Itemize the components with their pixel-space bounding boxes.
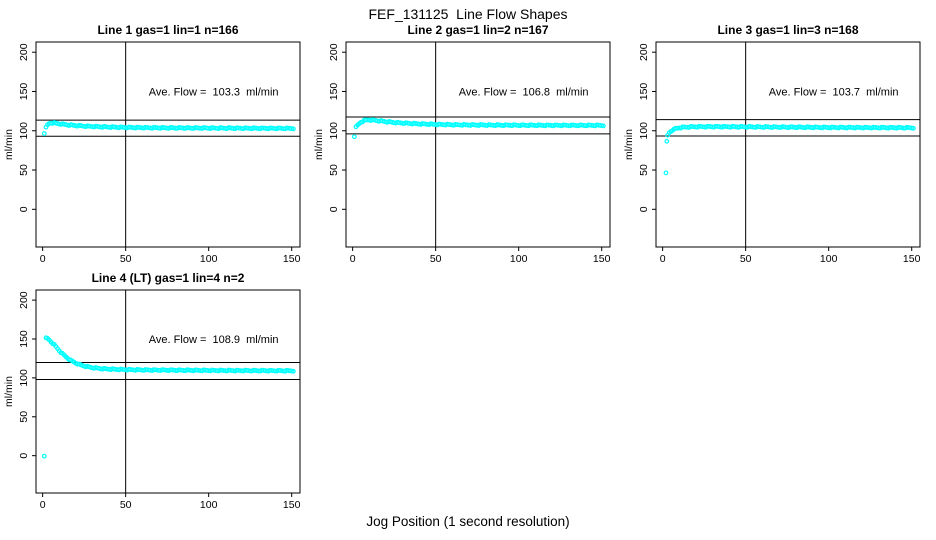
y-axis-label: ml/min xyxy=(3,376,15,407)
data-point xyxy=(41,131,47,136)
x-tick-label: 50 xyxy=(120,253,132,265)
chart-line-3: 0 50 100 150 0 50 100 150 200 ml/min Line 3 gas=1 … xyxy=(623,23,921,265)
panel-title: Line 4 (LT) gas=1 lin=4 n=2 xyxy=(92,271,245,285)
y-axis-label: ml/min xyxy=(313,129,325,160)
y-tick-label: 50 xyxy=(18,164,30,176)
y-tick-label: 200 xyxy=(328,43,340,61)
y-tick-label: 200 xyxy=(18,291,30,309)
ave-flow-annotation: Ave. Flow = 103.7 ml/min xyxy=(769,86,899,98)
data-point xyxy=(600,123,606,129)
chart-line-2: 0 50 100 150 0 50 100 150 200 ml/min Line 2 gas=1 … xyxy=(313,23,611,265)
y-tick-label: 100 xyxy=(328,122,340,140)
data-point xyxy=(290,126,296,132)
y-tick-label: 100 xyxy=(18,122,30,140)
plot-box xyxy=(655,41,921,248)
y-tick-label: 0 xyxy=(328,206,340,212)
y-axis-label: ml/min xyxy=(623,129,635,160)
chart-line-1: 0 50 100 150 0 50 100 150 200 ml/min Line 1 gas=1 … xyxy=(3,23,301,265)
x-tick-label: 0 xyxy=(40,499,46,511)
data-point xyxy=(663,170,669,176)
x-tick-label: 50 xyxy=(430,253,442,265)
x-tick-label: 150 xyxy=(283,253,301,265)
y-tick-label: 100 xyxy=(638,122,650,140)
x-tick-label: 0 xyxy=(660,253,666,265)
x-tick-label: 50 xyxy=(120,499,132,511)
y-tick-label: 200 xyxy=(638,43,650,61)
y-tick-label: 50 xyxy=(18,411,30,423)
data-point xyxy=(664,138,670,144)
chart-line-4-lt: 0 50 100 150 0 50 100 150 200 ml/min Line 4 (LT) g… xyxy=(3,271,301,511)
data-point xyxy=(351,134,357,140)
y-tick-label: 150 xyxy=(328,83,340,101)
x-tick-label: 0 xyxy=(40,253,46,265)
figure-x-axis-label: Jog Position (1 second resolution) xyxy=(366,514,570,529)
x-tick-label: 150 xyxy=(283,499,301,511)
x-tick-label: 150 xyxy=(593,253,611,265)
y-tick-label: 0 xyxy=(18,453,30,459)
y-tick-label: 150 xyxy=(18,330,30,348)
ave-flow-annotation: Ave. Flow = 106.8 ml/min xyxy=(459,86,589,98)
ave-flow-annotation: Ave. Flow = 108.9 ml/min xyxy=(149,334,279,346)
y-tick-label: 200 xyxy=(18,43,30,61)
plot-box xyxy=(345,41,611,248)
x-tick-label: 100 xyxy=(510,253,528,265)
y-tick-label: 50 xyxy=(328,164,340,176)
y-tick-label: 150 xyxy=(18,83,30,101)
y-axis-label: ml/min xyxy=(3,129,15,160)
y-tick-label: 150 xyxy=(638,83,650,101)
x-tick-label: 100 xyxy=(200,499,218,511)
data-point xyxy=(41,453,47,459)
y-tick-label: 50 xyxy=(638,164,650,176)
figure-title: FEF_131125 Line Flow Shapes xyxy=(368,6,568,22)
x-tick-label: 100 xyxy=(820,253,838,265)
x-tick-label: 50 xyxy=(740,253,752,265)
plot-box xyxy=(35,289,301,494)
x-tick-label: 0 xyxy=(350,253,356,265)
y-tick-label: 0 xyxy=(638,206,650,212)
y-tick-label: 0 xyxy=(18,206,30,212)
ave-flow-annotation: Ave. Flow = 103.3 ml/min xyxy=(149,86,279,98)
plot-box xyxy=(35,41,301,248)
data-point xyxy=(910,125,916,131)
panel-title: Line 1 gas=1 lin=1 n=166 xyxy=(97,23,238,37)
panel-title: Line 3 gas=1 lin=3 n=168 xyxy=(717,23,858,37)
panel-title: Line 2 gas=1 lin=2 n=167 xyxy=(407,23,548,37)
y-tick-label: 100 xyxy=(18,369,30,387)
x-tick-label: 150 xyxy=(903,253,921,265)
x-tick-label: 100 xyxy=(200,253,218,265)
data-point xyxy=(290,368,296,374)
